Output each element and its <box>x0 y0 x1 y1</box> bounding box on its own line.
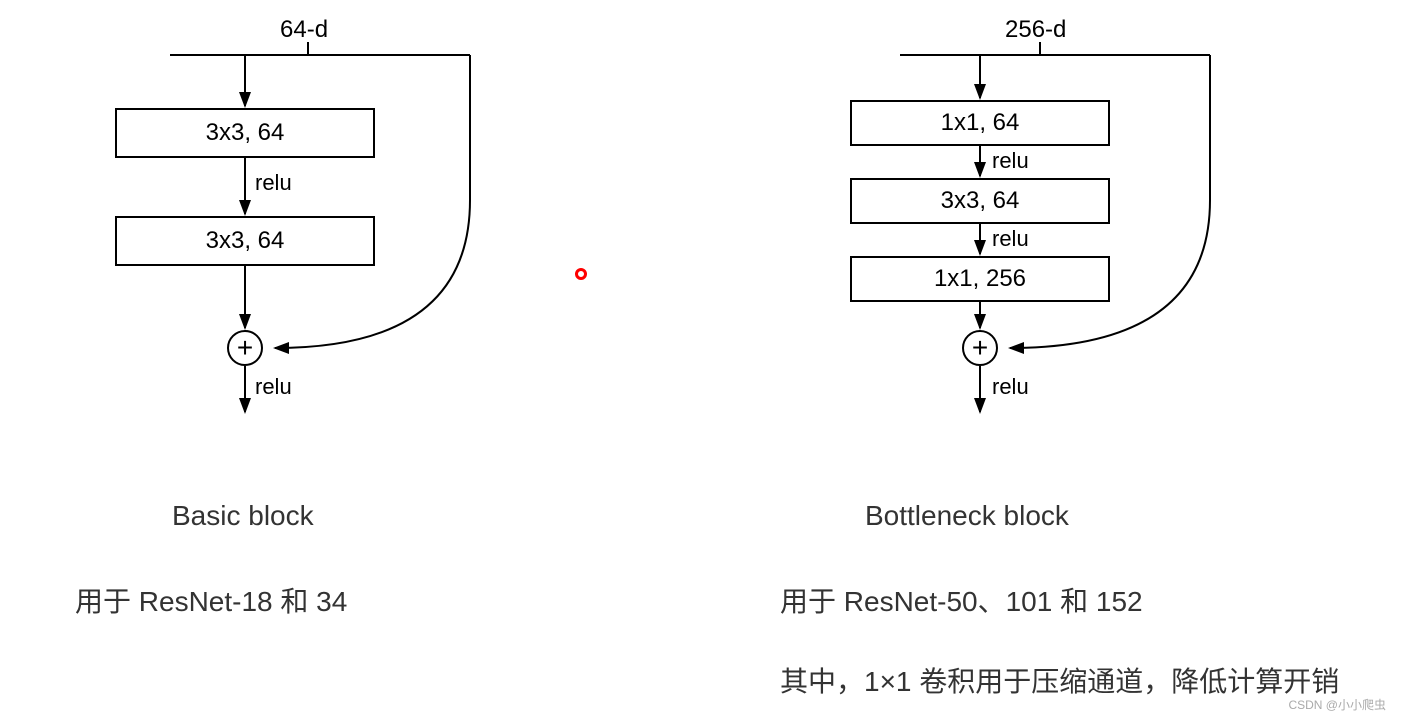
conv-layer-box: 1x1, 256 <box>850 256 1110 302</box>
bottleneck-block-title: Bottleneck block <box>865 500 1069 532</box>
relu-label: relu <box>992 148 1029 174</box>
add-op-icon: + <box>962 330 998 366</box>
conv-layer-box: 3x3, 64 <box>850 178 1110 224</box>
basic-block-usage: 用于 ResNet-18 和 34 <box>75 580 347 620</box>
conv-layer-box: 1x1, 64 <box>850 100 1110 146</box>
relu-label: relu <box>992 374 1029 400</box>
relu-label: relu <box>992 226 1029 252</box>
watermark-text: CSDN @小小爬虫 <box>1288 696 1386 713</box>
bottleneck-note: 其中，1×1 卷积用于压缩通道，降低计算开销 <box>780 660 1339 700</box>
basic-block-title: Basic block <box>172 500 314 532</box>
bottleneck-block-connectors <box>0 0 1402 430</box>
laser-pointer-icon <box>575 268 587 280</box>
bottleneck-block-usage: 用于 ResNet-50、101 和 152 <box>780 580 1143 620</box>
